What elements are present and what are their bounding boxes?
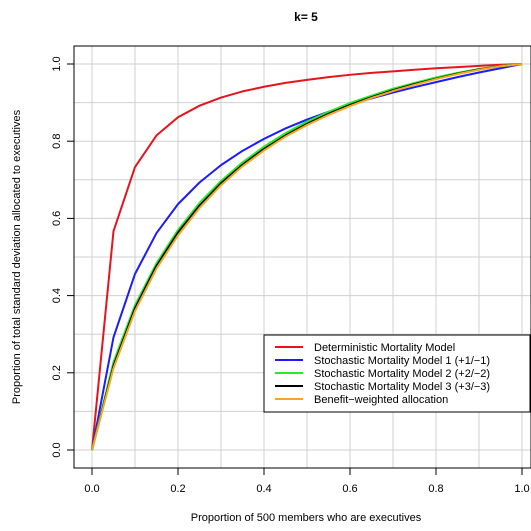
y-tick-label: 0.2 — [51, 365, 63, 380]
x-tick-label: 1.0 — [514, 483, 529, 495]
x-tick-label: 0.2 — [170, 483, 185, 495]
series-line — [91, 63, 523, 451]
series-lines — [91, 63, 523, 451]
x-tick-label: 0.8 — [428, 483, 443, 495]
y-tick-label: 0.8 — [51, 134, 63, 149]
x-axis: 0.0 0.2 0.4 0.6 0.8 1.0 — [84, 467, 530, 495]
legend-box — [263, 334, 531, 413]
x-axis-label: Proportion of 500 members who are execut… — [191, 512, 422, 524]
x-tick-label: 0.6 — [342, 483, 357, 495]
y-axis: 0.0 0.2 0.4 0.6 0.8 1.0 — [51, 56, 75, 458]
legend: Deterministic Mortality ModelStochastic … — [263, 334, 531, 413]
y-tick-label: 1.0 — [51, 56, 63, 71]
x-tick-label: 0.4 — [256, 483, 271, 495]
series-line — [91, 63, 523, 451]
y-tick-label: 0.6 — [51, 211, 63, 226]
y-tick-label: 0.0 — [51, 442, 63, 457]
x-tick-label: 0.0 — [84, 483, 99, 495]
chart-title: k= 5 — [294, 10, 318, 24]
legend-label: Deterministic Mortality Model — [314, 342, 455, 354]
series-line — [91, 63, 523, 451]
legend-label: Benefit−weighted allocation — [314, 394, 448, 406]
legend-label: Stochastic Mortality Model 3 (+3/−3) — [314, 381, 490, 393]
legend-label: Stochastic Mortality Model 2 (+2/−2) — [314, 368, 490, 380]
legend-label: Stochastic Mortality Model 1 (+1/−1) — [314, 355, 490, 367]
y-axis-label: Proportion of total standard deviation a… — [11, 109, 23, 404]
y-tick-label: 0.4 — [51, 288, 63, 303]
